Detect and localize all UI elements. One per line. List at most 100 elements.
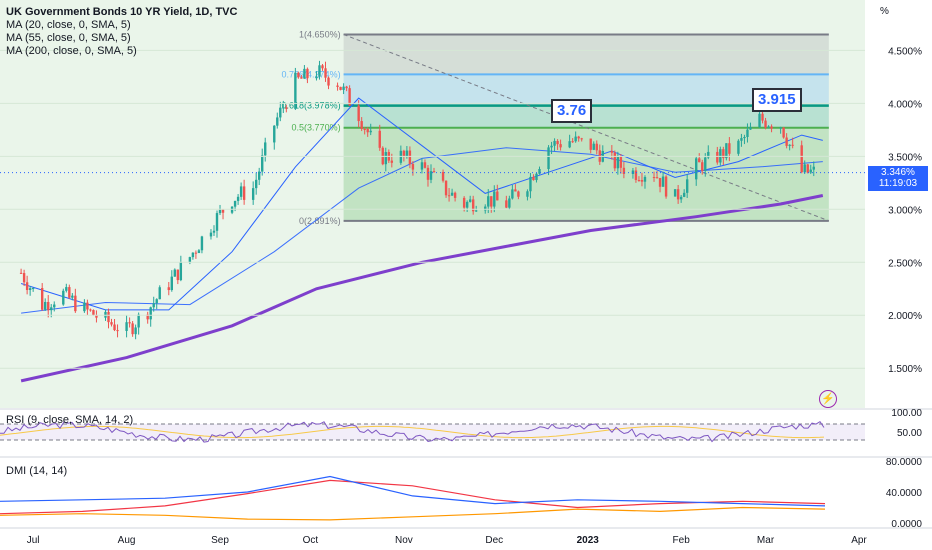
dmi-series-line <box>0 479 826 515</box>
candle-body <box>444 180 448 196</box>
candle-body <box>336 85 339 87</box>
candle-body <box>233 200 237 207</box>
x-tick-label: Oct <box>303 535 319 546</box>
candle-body <box>782 127 785 138</box>
dmi-title[interactable]: DMI (14, 14) <box>6 465 68 477</box>
candle-body <box>616 156 620 169</box>
candle-body <box>661 176 665 187</box>
candle-body <box>86 302 89 310</box>
candle-body <box>408 150 412 165</box>
ma55-legend[interactable]: MA (55, close, 0, SMA, 5) <box>6 32 131 44</box>
candle-body <box>366 129 369 133</box>
candle-body <box>149 307 152 320</box>
candle-body <box>116 330 119 332</box>
candle-body <box>556 140 559 145</box>
candle-body <box>613 152 617 169</box>
candle-body <box>221 209 225 213</box>
dmi-pane-bg <box>0 458 865 528</box>
last-price-label: 3.346% 11:19:03 <box>868 166 928 191</box>
candle-body <box>294 72 297 109</box>
candle-body <box>737 140 740 154</box>
candle-body <box>511 189 514 199</box>
candle-body <box>134 327 137 335</box>
ma20-legend[interactable]: MA (20, close, 0, SMA, 5) <box>6 19 131 31</box>
candle-body <box>658 177 662 187</box>
candle-body <box>369 130 372 133</box>
y-tick-label: 4.500% <box>888 46 922 57</box>
rsi-title[interactable]: RSI (9, close, SMA, 14, 2) <box>6 414 134 426</box>
candle-body <box>785 137 788 146</box>
candle-body <box>74 295 77 312</box>
candle-body <box>357 105 360 122</box>
rsi-pane-bg <box>0 410 865 455</box>
candle-body <box>707 151 710 158</box>
fib-level-label: 0.618(3.978%) <box>282 101 341 111</box>
candle-body <box>348 88 351 106</box>
y-tick-label: 1.500% <box>888 364 922 375</box>
candle-body <box>173 269 177 277</box>
x-tick-label: Jul <box>27 535 40 546</box>
candle-body <box>47 301 50 311</box>
candle-body <box>529 176 532 192</box>
candle-body <box>297 72 300 78</box>
ma200-legend[interactable]: MA (200, close, 0, SMA, 5) <box>6 45 137 57</box>
candle-body <box>559 144 562 148</box>
candle-body <box>698 158 701 163</box>
fib-level-label: 0.786(4.274%) <box>282 69 341 79</box>
candle-body <box>25 282 29 290</box>
candle-body <box>212 230 216 233</box>
x-tick-label: Aug <box>118 535 136 546</box>
candle-body <box>68 287 71 298</box>
candle-body <box>685 179 689 193</box>
candle-body <box>273 125 276 143</box>
candle-body <box>767 126 770 128</box>
candle-body <box>722 149 725 159</box>
candle-body <box>758 113 761 128</box>
candle-body <box>514 189 517 192</box>
price-pane-bg <box>0 0 865 408</box>
candle-body <box>471 199 475 212</box>
y-axis-unit: % <box>880 6 889 17</box>
candle-body <box>236 196 240 201</box>
candle-body <box>176 269 180 281</box>
candle-body <box>535 173 538 181</box>
candle-body <box>92 310 95 316</box>
candle-body <box>306 68 309 79</box>
candle-body <box>812 166 815 170</box>
y-tick-label: 3.000% <box>888 205 922 216</box>
candle-body <box>779 127 782 129</box>
candle-body <box>432 171 436 173</box>
candle-body <box>679 196 683 200</box>
candle-body <box>411 164 415 170</box>
x-tick-label: Mar <box>757 535 775 546</box>
candle-body <box>634 170 638 181</box>
candle-body <box>345 86 348 89</box>
candle-body <box>475 210 478 212</box>
candle-body <box>577 136 580 139</box>
candle-body <box>595 143 598 151</box>
ma20-line <box>20 97 823 311</box>
dmi-tick-label: 80.0000 <box>886 457 923 468</box>
candle-body <box>215 213 219 231</box>
candle-body <box>360 121 363 129</box>
candle-body <box>71 295 74 298</box>
x-tick-label: 2023 <box>577 535 600 546</box>
candle-body <box>65 287 68 291</box>
candle-body <box>19 272 23 274</box>
candle-body <box>447 195 451 197</box>
candle-body <box>538 169 541 174</box>
annotation-3-76[interactable]: 3.76 <box>551 99 593 123</box>
candle-body <box>716 151 719 163</box>
candle-body <box>28 288 32 290</box>
lightning-icon[interactable]: ⚡ <box>819 390 837 408</box>
fib-zone <box>343 34 829 75</box>
candle-body <box>378 130 381 148</box>
candle-body <box>242 186 246 200</box>
candle-body <box>390 160 394 163</box>
candle-body <box>429 171 433 180</box>
annotation-3-915[interactable]: 3.915 <box>752 88 802 112</box>
candle-body <box>770 126 773 129</box>
candle-body <box>682 192 686 197</box>
candle-body <box>191 252 195 258</box>
candle-body <box>619 156 623 168</box>
